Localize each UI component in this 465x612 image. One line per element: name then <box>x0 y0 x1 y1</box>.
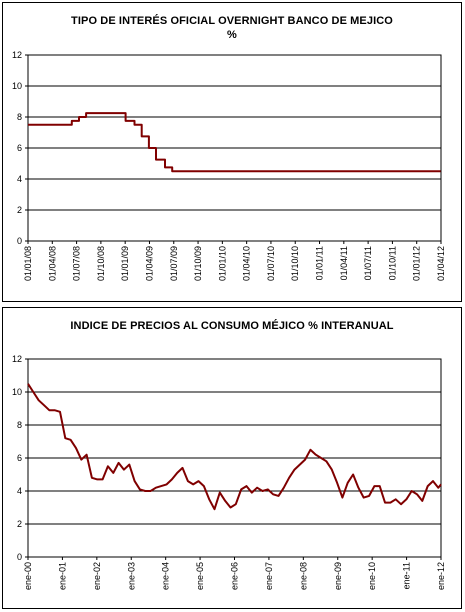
x-tick-label: ene-00 <box>23 562 33 590</box>
x-tick-label: ene-12 <box>436 562 446 590</box>
x-tick-label: 01/04/08 <box>47 246 57 281</box>
y-tick-label: 10 <box>12 387 22 397</box>
x-tick-label: 01/04/11 <box>339 246 349 280</box>
y-tick-label: 6 <box>17 143 22 153</box>
x-tick-label: 01/07/08 <box>72 246 82 281</box>
y-tick-label: 12 <box>12 50 22 60</box>
x-tick-label: 01/04/09 <box>144 246 154 281</box>
y-tick-label: 8 <box>17 112 22 122</box>
cpi-chart: 0 2 4 6 8 10 12 ene-00 ene-01 ene-02 ene-03 ene-04 e… <box>12 354 446 590</box>
x-tick-label: 01/07/11 <box>363 246 373 280</box>
y-tick-label: 0 <box>17 552 22 562</box>
x-tick-label: 01/04/10 <box>242 246 252 281</box>
x-tick-label: 01/01/09 <box>120 246 130 281</box>
plot-area <box>27 54 442 242</box>
series-line <box>28 112 441 173</box>
x-tick-label: ene-10 <box>367 562 377 590</box>
x-tick-label: 01/04/12 <box>436 246 446 281</box>
y-tick-label: 6 <box>17 453 22 463</box>
x-tick-label: 01/10/08 <box>96 246 106 281</box>
series-line <box>27 383 442 511</box>
x-tick-label: 01/01/11 <box>315 246 325 280</box>
x-tick-label: ene-05 <box>195 562 205 590</box>
chart-title: INDICE DE PRECIOS AL CONSUMO MÉJICO % IN… <box>70 320 394 332</box>
x-tick-label: 01/01/10 <box>217 246 227 281</box>
chart-subtitle: % <box>227 29 237 41</box>
x-tick-label: 01/01/12 <box>412 246 422 281</box>
chart-title: TIPO DE INTERÉS OFICIAL OVERNIGHT BANCO … <box>71 15 393 27</box>
x-tick-label: 01/07/09 <box>169 246 179 281</box>
y-tick-label: 8 <box>17 420 22 430</box>
x-tick-label: ene-07 <box>264 562 274 590</box>
y-tick-label: 4 <box>17 486 22 496</box>
x-tick-label: 01/01/08 <box>23 246 33 281</box>
chart-panel-cpi: INDICE DE PRECIOS AL CONSUMO MÉJICO % IN… <box>2 307 462 609</box>
x-tick-label: 01/10/11 <box>387 246 397 280</box>
y-tick-label: 2 <box>17 205 22 215</box>
y-tick-label: 2 <box>17 519 22 529</box>
y-tick-label: 4 <box>17 174 22 184</box>
y-tick-label: 10 <box>12 81 22 91</box>
interest-rate-chart: 0 2 4 6 8 10 12 01/01/08 01/04/08 01/07/08 01/10/0… <box>12 50 446 281</box>
x-tick-label: 01/07/10 <box>266 246 276 281</box>
x-tick-label: ene-11 <box>402 562 412 589</box>
x-tick-label: ene-04 <box>161 562 171 590</box>
x-tick-label: ene-02 <box>92 562 102 590</box>
chart-panel-interest-rate: TIPO DE INTERÉS OFICIAL OVERNIGHT BANCO … <box>2 2 462 302</box>
x-tick-label: 01/10/09 <box>193 246 203 281</box>
x-tick-label: ene-03 <box>126 562 136 590</box>
x-tick-label: ene-08 <box>298 562 308 590</box>
x-tick-label: 01/10/10 <box>290 246 300 281</box>
x-tick-label: ene-01 <box>57 562 67 590</box>
y-tick-label: 0 <box>17 236 22 246</box>
x-tick-label: ene-09 <box>333 562 343 590</box>
x-tick-label: ene-06 <box>230 562 240 590</box>
y-tick-label: 12 <box>12 354 22 364</box>
